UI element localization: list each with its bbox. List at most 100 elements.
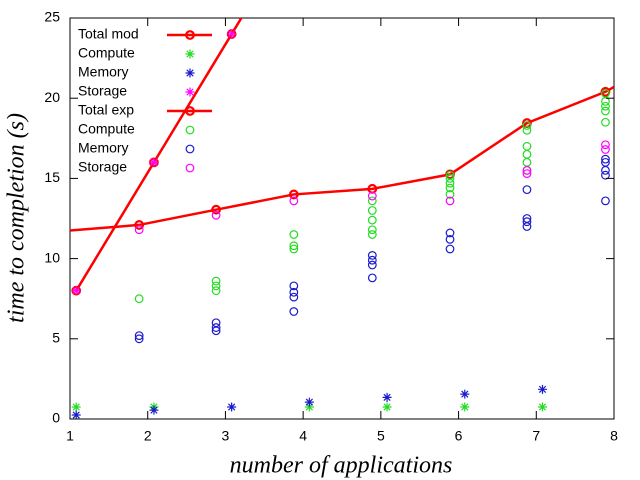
circle-marker <box>134 294 144 304</box>
plot-border <box>69 17 615 420</box>
circle-marker <box>522 125 532 135</box>
y-tick-label: 25 <box>44 9 60 25</box>
circle-marker <box>367 206 377 215</box>
x-tick-label: 1 <box>66 428 74 444</box>
circle-marker <box>367 225 377 235</box>
star-marker <box>71 410 81 419</box>
circle-marker <box>522 141 532 151</box>
circle-marker <box>289 230 299 239</box>
y-tick-label: 5 <box>52 330 60 346</box>
star-marker <box>185 87 195 97</box>
circle-marker <box>522 165 532 175</box>
series-line <box>70 85 614 232</box>
circle-marker <box>601 145 610 154</box>
circle-marker <box>601 140 610 150</box>
circle-marker <box>522 121 532 130</box>
circle-marker <box>367 230 377 239</box>
circle-marker <box>211 210 221 220</box>
circle-marker <box>601 165 610 175</box>
star-marker <box>538 384 548 394</box>
circle-marker <box>522 214 532 223</box>
circle-marker <box>289 287 299 297</box>
legend-label: Compute <box>78 121 135 137</box>
circle-marker <box>445 190 455 199</box>
circle-marker <box>185 30 195 40</box>
star-marker <box>227 402 237 412</box>
x-axis-title: number of applications <box>230 453 453 479</box>
circle-marker <box>445 170 455 180</box>
star-marker <box>149 157 159 167</box>
circle-marker <box>211 204 222 215</box>
circle-marker <box>601 117 610 127</box>
circle-marker <box>445 228 455 238</box>
circle-marker <box>211 276 221 286</box>
circle-marker <box>601 154 610 164</box>
circle-marker <box>367 191 377 201</box>
star-marker <box>227 29 237 39</box>
circle-marker <box>445 173 455 183</box>
circle-marker <box>601 196 610 206</box>
circle-marker <box>445 196 455 206</box>
circle-marker <box>367 260 377 270</box>
circle-marker <box>601 101 610 111</box>
circle-marker <box>289 281 299 291</box>
circle-marker <box>601 170 610 180</box>
circle-marker <box>185 125 195 135</box>
y-tick-label: 10 <box>44 249 60 265</box>
circle-marker <box>289 241 299 251</box>
circle-marker <box>367 215 377 225</box>
circle-marker <box>367 196 377 206</box>
circle-marker <box>601 88 610 98</box>
star-marker <box>460 389 470 399</box>
y-tick-label: 20 <box>44 89 60 105</box>
circle-marker <box>289 196 299 206</box>
circle-marker <box>134 331 144 340</box>
circle-marker <box>445 234 455 244</box>
star-marker <box>185 49 195 59</box>
circle-marker <box>601 157 610 167</box>
circle-marker <box>522 149 532 159</box>
x-tick-label: 6 <box>455 428 463 444</box>
star-marker <box>71 402 81 412</box>
circle-marker <box>367 273 377 283</box>
legend-label: Memory <box>78 64 129 80</box>
circle-marker <box>211 323 221 332</box>
star-marker <box>382 402 392 412</box>
circle-marker <box>522 217 532 227</box>
x-tick-label: 2 <box>144 428 152 444</box>
circle-marker <box>134 220 145 230</box>
circle-marker <box>445 183 455 193</box>
circle-marker <box>288 189 299 200</box>
legend-label: Compute <box>78 45 135 61</box>
circle-marker <box>522 185 532 195</box>
star-marker <box>460 402 470 412</box>
circle-marker <box>601 97 610 106</box>
x-tick-label: 5 <box>377 428 385 444</box>
circle-marker <box>134 225 144 235</box>
star-marker <box>71 286 81 296</box>
legend-label: Memory <box>78 140 129 156</box>
y-tick-label: 15 <box>44 169 60 185</box>
x-tick-label: 8 <box>610 428 618 444</box>
x-tick-label: 7 <box>532 428 540 444</box>
circle-marker <box>367 250 377 260</box>
legend-label: Total mod <box>78 26 139 42</box>
legend-label: Storage <box>78 83 127 99</box>
y-tick-label: 0 <box>52 410 60 426</box>
x-tick-label: 3 <box>222 428 230 444</box>
circle-marker <box>185 144 195 154</box>
star-marker <box>185 68 195 78</box>
legend-label: Total exp <box>78 102 134 118</box>
circle-marker <box>289 307 299 316</box>
circle-marker <box>367 255 377 265</box>
circle-marker <box>134 334 144 344</box>
circle-marker <box>185 163 195 173</box>
circle-marker <box>185 106 195 116</box>
circle-marker <box>289 292 299 302</box>
circle-marker <box>211 281 221 291</box>
circle-marker <box>445 244 455 254</box>
circle-marker <box>601 106 610 116</box>
x-tick-label: 4 <box>299 428 307 444</box>
circle-marker <box>211 318 221 328</box>
